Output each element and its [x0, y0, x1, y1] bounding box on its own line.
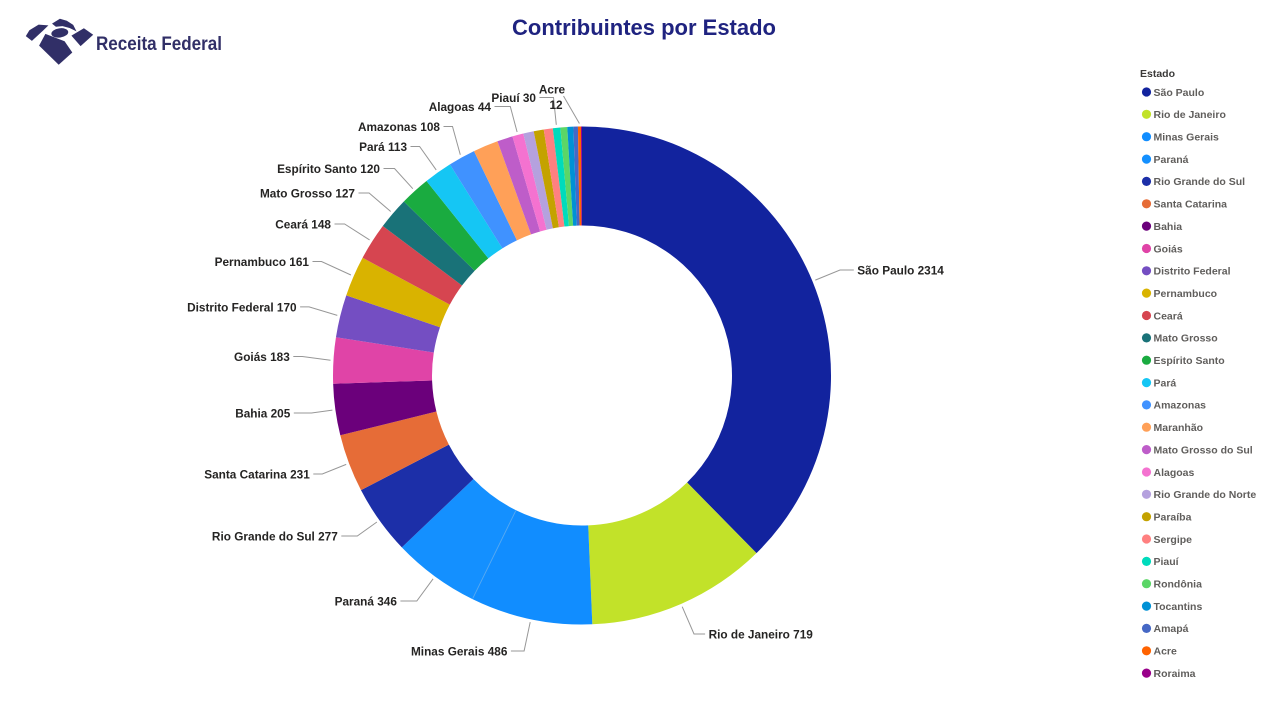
- svg-text:Tocantins: Tocantins: [1154, 601, 1203, 613]
- svg-text:Rondônia: Rondônia: [1154, 579, 1203, 591]
- svg-text:Paraná 346: Paraná 346: [335, 595, 398, 609]
- svg-text:Bahia 205: Bahia 205: [235, 407, 291, 421]
- svg-text:Pará 113: Pará 113: [359, 140, 407, 154]
- svg-text:Piauí: Piauí: [1154, 556, 1180, 568]
- svg-text:Distrito Federal: Distrito Federal: [1154, 266, 1231, 278]
- svg-text:Roraima: Roraima: [1154, 668, 1196, 680]
- svg-text:Ceará 148: Ceará 148: [275, 218, 331, 232]
- svg-text:Acre: Acre: [1154, 646, 1178, 658]
- svg-text:Pernambuco: Pernambuco: [1154, 288, 1218, 300]
- svg-text:Maranhão: Maranhão: [1154, 422, 1204, 434]
- svg-text:Alagoas: Alagoas: [1154, 467, 1195, 479]
- svg-text:Contribuintes por Estado: Contribuintes por Estado: [512, 15, 776, 40]
- svg-text:Acre: Acre: [539, 83, 566, 97]
- svg-text:Espírito Santo 120: Espírito Santo 120: [277, 162, 380, 176]
- svg-text:Sergipe: Sergipe: [1154, 534, 1193, 546]
- svg-text:Espírito Santo: Espírito Santo: [1154, 355, 1225, 367]
- svg-text:Rio Grande do Sul: Rio Grande do Sul: [1154, 176, 1246, 188]
- svg-text:Paraná: Paraná: [1154, 154, 1189, 166]
- svg-text:12: 12: [549, 98, 563, 112]
- svg-text:São Paulo: São Paulo: [1154, 87, 1205, 99]
- svg-text:Alagoas 44: Alagoas 44: [429, 100, 492, 114]
- svg-text:Pernambuco 161: Pernambuco 161: [215, 255, 310, 269]
- svg-text:Rio de Janeiro: Rio de Janeiro: [1154, 109, 1226, 121]
- svg-text:Rio Grande do Norte: Rio Grande do Norte: [1154, 489, 1257, 501]
- svg-text:Rio de Janeiro 719: Rio de Janeiro 719: [709, 628, 814, 642]
- svg-text:Santa Catarina: Santa Catarina: [1154, 199, 1228, 211]
- svg-text:Santa Catarina 231: Santa Catarina 231: [204, 468, 310, 482]
- svg-text:Amazonas: Amazonas: [1154, 400, 1207, 412]
- svg-text:Goiás 183: Goiás 183: [234, 350, 290, 364]
- svg-text:Piauí 30: Piauí 30: [491, 91, 536, 105]
- svg-text:Paraíba: Paraíba: [1154, 512, 1192, 524]
- svg-text:Rio Grande do Sul 277: Rio Grande do Sul 277: [212, 530, 338, 544]
- svg-text:Pará: Pará: [1154, 377, 1177, 389]
- svg-text:Ceará: Ceará: [1154, 310, 1183, 322]
- svg-text:Distrito Federal 170: Distrito Federal 170: [187, 301, 297, 315]
- svg-text:Minas Gerais: Minas Gerais: [1154, 132, 1220, 144]
- svg-text:Amazonas 108: Amazonas 108: [358, 120, 440, 134]
- svg-text:Mato Grosso do Sul: Mato Grosso do Sul: [1154, 444, 1253, 456]
- svg-text:Estado: Estado: [1140, 68, 1175, 80]
- svg-text:Receita Federal: Receita Federal: [96, 33, 222, 55]
- svg-text:São Paulo 2314: São Paulo 2314: [857, 264, 944, 278]
- svg-text:Amapá: Amapá: [1154, 623, 1189, 635]
- svg-text:Mato Grosso: Mato Grosso: [1154, 333, 1218, 345]
- svg-text:Mato Grosso 127: Mato Grosso 127: [260, 187, 355, 201]
- svg-text:Bahia: Bahia: [1154, 221, 1183, 233]
- svg-text:Minas Gerais 486: Minas Gerais 486: [411, 645, 508, 659]
- svg-text:Goiás: Goiás: [1154, 243, 1183, 255]
